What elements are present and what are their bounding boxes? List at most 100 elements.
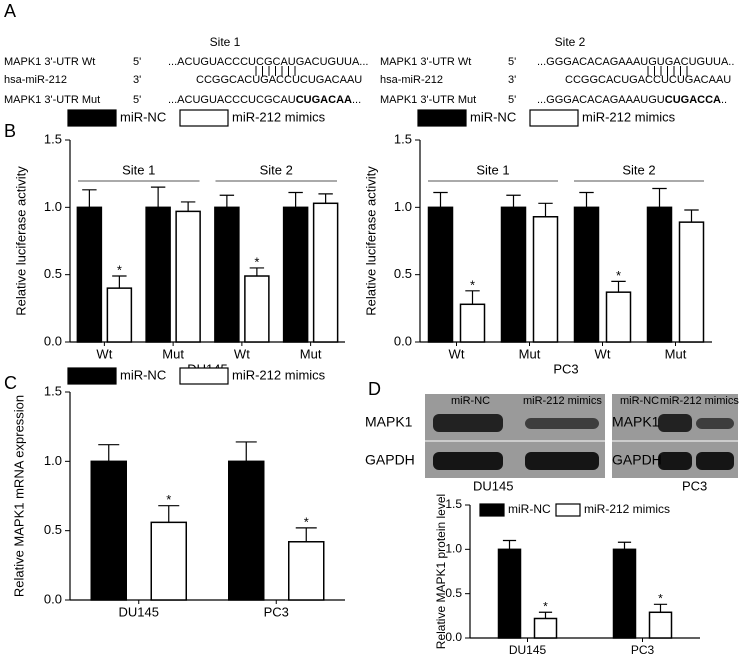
error-bar	[180, 201, 196, 212]
x-tick-label: Mut	[665, 346, 687, 361]
significance-mark: *	[543, 599, 548, 613]
seq-end: 5'	[508, 94, 516, 106]
blots: miR-NC miR-212 mimicsMAPK1GAPDHDU145miR-N…	[365, 394, 739, 493]
legend-label: miR-212 mimics	[232, 367, 326, 382]
seq-part: ...GGGACACAGAAAUGUGACUGUUA..	[537, 56, 734, 68]
blot-band	[525, 452, 599, 470]
legend-label: miR-NC	[470, 109, 516, 124]
error-bar	[288, 191, 303, 208]
legend-label: miR-212 mimics	[582, 109, 676, 124]
legend-swatch	[479, 503, 505, 517]
error-bar	[502, 539, 517, 550]
y-tick-label: 0.0	[44, 591, 62, 606]
x-tick-label: PC3	[264, 604, 289, 619]
seq-name: hsa-miR-212	[380, 74, 443, 86]
blot-band	[433, 414, 503, 432]
legend-swatch	[529, 109, 579, 127]
legend-swatch	[179, 367, 229, 385]
significance-mark: *	[117, 262, 122, 277]
legend-label: miR-212 mimics	[232, 109, 326, 124]
y-axis-label: Relative luciferase activity	[13, 166, 28, 316]
blot-cell: PC3	[682, 478, 707, 493]
seq-end: 5'	[133, 56, 141, 68]
seq-part: CUGACAA	[296, 94, 352, 106]
legend-label: miR-212 mimics	[584, 502, 670, 516]
panel-label: D	[368, 379, 381, 399]
significance-mark: *	[254, 254, 259, 269]
y-tick-label: 1.0	[44, 453, 62, 468]
group-label: Site 1	[122, 162, 155, 177]
sequence: CCGGCACUGACCUCUGACAAU	[196, 74, 362, 86]
group-label: Site 2	[260, 162, 293, 177]
error-bar	[652, 187, 667, 208]
seq-part: CUGACCA	[665, 94, 721, 106]
sequence: CCGGCACUGACCUCUGACAAU	[565, 74, 731, 86]
seq-end: 5'	[508, 56, 516, 68]
group-label: Site 2	[622, 162, 655, 177]
x-axis-label: PC3	[553, 361, 578, 376]
bar	[90, 460, 127, 601]
y-tick-label: 1.5	[394, 131, 412, 146]
seq-part: CCGGCACUGACCUCUGACAAU	[196, 74, 362, 86]
error-bar	[249, 267, 265, 277]
bar	[76, 206, 103, 343]
x-tick-label: Mut	[300, 346, 322, 361]
x-tick-label: PC3	[631, 643, 655, 657]
error-bar	[150, 186, 166, 208]
bar	[244, 275, 270, 343]
y-axis-label: Relative MAPK1 protein level	[434, 494, 448, 649]
seq-part: ..	[721, 94, 727, 106]
legend-swatch	[67, 109, 117, 127]
sequence: ...ACUGUACCCUCGCAUGACUGUUA...	[168, 56, 368, 68]
seq-name: MAPK1 3'-UTR Wt	[380, 56, 471, 68]
y-tick-label: 0.0	[445, 630, 462, 644]
seq-part: ...ACUGUACCCUCGCAUGACUGUUA...	[168, 56, 368, 68]
panel-label: C	[4, 373, 17, 393]
x-tick-label: DU145	[119, 604, 159, 619]
legend-label: miR-NC	[120, 109, 166, 124]
blot-column: miR-NC	[451, 395, 490, 407]
y-tick-label: 0.5	[44, 266, 62, 281]
blot-band	[696, 418, 734, 429]
error-bar	[82, 189, 97, 208]
bar	[150, 521, 187, 601]
error-bar	[433, 191, 448, 208]
panel-label: B	[4, 121, 16, 141]
y-tick-label: 0.0	[44, 333, 62, 348]
legend-swatch	[417, 109, 467, 127]
panel-label: A	[4, 1, 16, 21]
error-bar	[98, 444, 120, 462]
y-tick-label: 1.0	[394, 199, 412, 214]
seq-name: hsa-miR-212	[4, 74, 67, 86]
bar	[427, 206, 454, 343]
error-bar	[538, 611, 553, 619]
error-bar	[318, 193, 333, 204]
bar	[459, 303, 486, 343]
significance-mark: *	[658, 591, 663, 605]
y-tick-label: 1.0	[445, 542, 462, 556]
error-bar	[219, 194, 235, 208]
legend-swatch	[67, 367, 117, 385]
error-bar	[538, 202, 553, 217]
bar	[678, 221, 705, 343]
legend-label: miR-NC	[508, 502, 551, 516]
bar	[497, 548, 522, 639]
site-title: Site 1	[210, 35, 241, 49]
blot-band	[433, 452, 503, 470]
seq-part: CCGGCACUGACCUCUGACAAU	[565, 74, 731, 86]
blot-row: GAPDH	[612, 452, 662, 468]
significance-mark: *	[616, 268, 621, 283]
seq-name: MAPK1 3'-UTR Mut	[4, 94, 100, 106]
blot-band	[525, 418, 599, 429]
seq-end: 3'	[133, 74, 141, 86]
blot-cell: DU145	[473, 478, 513, 493]
error-bar	[112, 275, 127, 289]
sequence: ...GGGACACAGAAAUGUGACUGUUA..	[537, 56, 734, 68]
sequences: Site 1 MAPK1 3'-UTR Wt 5' ...ACUGUACCCUCGCA…	[4, 35, 734, 106]
x-tick-label: Wt	[449, 346, 465, 361]
blot-band	[696, 452, 734, 470]
y-axis-label: Relative luciferase activity	[363, 166, 378, 316]
bar	[533, 617, 558, 639]
legend-label: miR-NC	[120, 367, 166, 382]
x-tick-label: Mut	[519, 346, 541, 361]
